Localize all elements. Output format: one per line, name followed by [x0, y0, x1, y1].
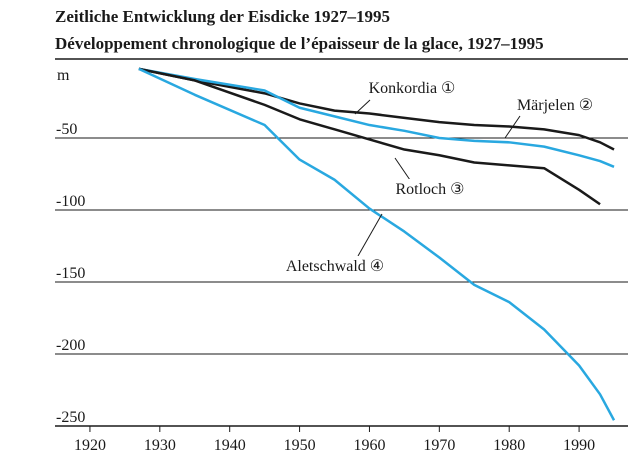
x-tick-label: 1990	[563, 437, 595, 454]
series-label: Märjelen ②	[517, 97, 593, 114]
data-line	[138, 67, 615, 168]
series-label: Rotloch ③	[395, 181, 464, 198]
x-tick-label: 1920	[74, 437, 106, 454]
series-label: Aletschwald ④	[286, 258, 384, 275]
chart-title: Zeitliche Entwicklung der Eisdicke 1927–…	[55, 7, 390, 26]
y-tick-label: -200	[56, 337, 85, 354]
data-line	[138, 67, 616, 421]
y-tick-label: -150	[56, 265, 85, 282]
label-bg	[350, 78, 474, 98]
leader-line	[394, 157, 411, 181]
x-tick-label: 1980	[493, 437, 525, 454]
y-tick-label: -50	[56, 121, 77, 138]
label-bg	[368, 179, 492, 199]
x-tick-label: 1940	[214, 437, 246, 454]
x-tick-label: 1950	[284, 437, 316, 454]
x-tick-label: 1970	[423, 437, 455, 454]
chart-subtitle: Développement chronologique de l’épaisse…	[55, 34, 544, 53]
leader-line	[357, 213, 383, 257]
data-line	[138, 67, 615, 151]
label-bg	[493, 95, 617, 115]
x-tick-label: 1930	[144, 437, 176, 454]
leader-line	[354, 99, 371, 115]
y-tick-label: -250	[56, 409, 85, 426]
series-label: Konkordia ①	[369, 80, 456, 97]
data-line	[138, 67, 601, 206]
y-axis-label: m	[57, 67, 70, 84]
leader-line	[504, 115, 521, 139]
y-tick-label: -100	[56, 193, 85, 210]
label-bg	[273, 256, 397, 276]
x-tick-label: 1960	[353, 437, 385, 454]
